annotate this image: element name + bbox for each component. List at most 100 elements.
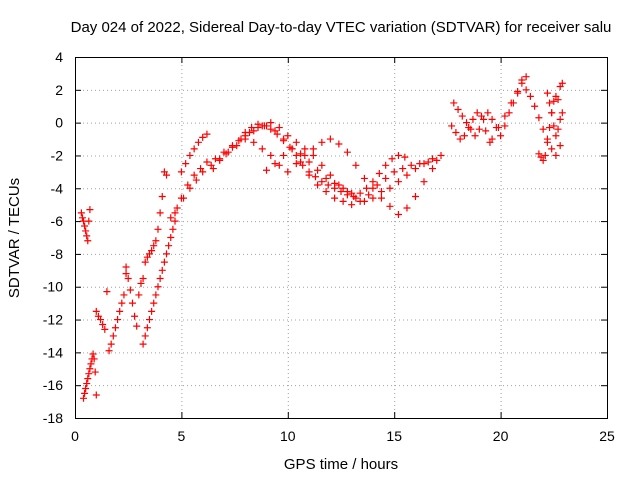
data-point	[241, 132, 249, 140]
data-point	[394, 178, 402, 186]
data-point	[324, 181, 332, 189]
data-point	[235, 137, 243, 145]
data-point	[388, 155, 396, 163]
data-point	[331, 179, 339, 187]
data-point	[339, 197, 347, 205]
data-point	[514, 87, 522, 95]
data-point	[394, 151, 402, 159]
data-point	[173, 204, 181, 212]
data-point	[318, 138, 326, 146]
data-point	[292, 138, 300, 146]
x-tick-label: 20	[493, 428, 509, 444]
data-point	[554, 96, 562, 104]
data-point	[80, 394, 88, 402]
data-point	[92, 391, 100, 399]
data-point	[556, 115, 564, 123]
data-point	[420, 178, 428, 186]
data-point	[399, 165, 407, 173]
data-point	[386, 202, 394, 210]
data-point	[139, 275, 147, 283]
data-point	[114, 316, 122, 324]
data-point	[458, 112, 466, 120]
data-point	[284, 168, 292, 176]
data-point	[452, 128, 460, 136]
data-point	[267, 151, 275, 159]
data-point	[484, 109, 492, 117]
data-point	[424, 158, 432, 166]
data-point	[150, 242, 158, 250]
data-point	[546, 124, 554, 132]
data-point	[190, 171, 198, 179]
data-point	[365, 191, 373, 199]
data-point	[131, 312, 139, 320]
data-point	[465, 124, 473, 132]
data-point	[541, 151, 549, 159]
data-point	[494, 124, 502, 132]
data-point	[186, 151, 194, 159]
data-point	[280, 151, 288, 159]
data-point	[90, 355, 98, 363]
data-point	[118, 299, 126, 307]
data-point	[335, 181, 343, 189]
data-point	[171, 217, 179, 225]
data-point	[133, 322, 141, 330]
data-point	[190, 145, 198, 153]
data-point	[550, 97, 558, 105]
data-point	[92, 307, 100, 315]
data-points	[77, 73, 566, 402]
data-point	[203, 130, 211, 138]
data-point	[120, 291, 128, 299]
data-point	[222, 150, 230, 158]
data-point	[546, 99, 554, 107]
data-point	[216, 156, 224, 164]
data-point	[156, 275, 164, 283]
data-point	[552, 132, 560, 140]
data-point	[343, 191, 351, 199]
data-point	[407, 161, 415, 169]
data-point	[433, 156, 441, 164]
x-tick-label: 5	[178, 428, 186, 444]
data-point	[126, 286, 134, 294]
data-point	[373, 181, 381, 189]
data-point	[473, 109, 481, 117]
data-point	[552, 151, 560, 159]
data-point	[84, 237, 92, 245]
data-point	[177, 168, 185, 176]
data-point	[91, 368, 99, 376]
data-point	[167, 234, 175, 241]
data-point	[311, 173, 319, 181]
data-point	[81, 222, 89, 230]
data-point	[331, 194, 339, 202]
data-point	[143, 324, 151, 332]
data-point	[169, 225, 177, 233]
x-tick-label: 15	[386, 428, 402, 444]
data-point	[539, 156, 547, 164]
data-point	[377, 194, 385, 202]
data-point	[335, 140, 343, 148]
chart-title: Day 024 of 2022, Sidereal Day-to-day VTE…	[71, 19, 612, 36]
data-point	[260, 122, 268, 130]
data-point	[463, 119, 471, 127]
data-point	[141, 258, 149, 266]
data-point	[301, 151, 309, 159]
data-point	[322, 174, 330, 182]
data-point	[475, 125, 483, 133]
data-point	[165, 242, 173, 250]
data-point	[356, 197, 364, 205]
data-point	[369, 194, 377, 202]
data-point	[429, 155, 437, 163]
data-point	[526, 92, 534, 100]
data-point	[326, 171, 334, 179]
data-point	[184, 181, 192, 189]
data-point	[352, 161, 360, 169]
data-point	[375, 170, 383, 178]
data-point	[141, 332, 149, 340]
data-point	[301, 145, 309, 153]
data-point	[273, 130, 281, 138]
data-point	[228, 143, 236, 151]
data-point	[182, 160, 190, 168]
data-point	[199, 133, 207, 141]
data-point	[548, 109, 556, 117]
data-point	[99, 320, 107, 328]
data-point	[556, 142, 564, 150]
